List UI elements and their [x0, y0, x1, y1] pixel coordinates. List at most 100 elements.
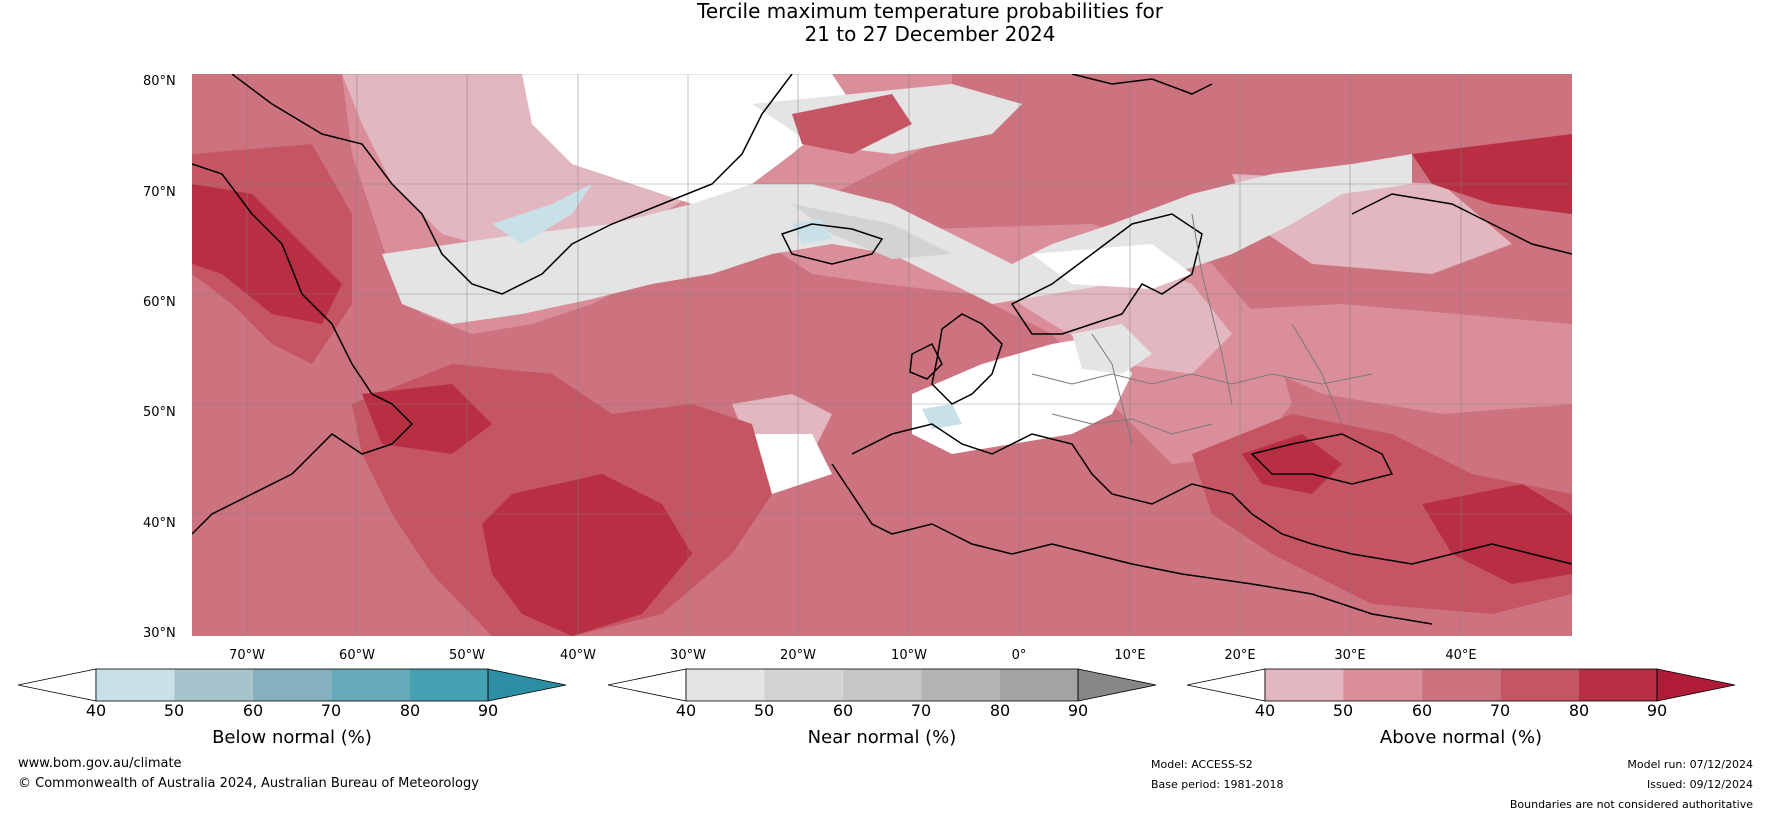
lon-label-30e: 30°E	[1334, 648, 1366, 663]
cbar-near-tick-70: 70	[910, 701, 932, 720]
cbar-near-label: Near normal (%)	[807, 727, 957, 748]
map-title: Tercile maximum temperature probabilitie…	[0, 0, 1770, 46]
region-above-50-60-east	[1152, 304, 1572, 414]
cbar-above-seg-4	[1500, 669, 1579, 701]
region-above-80-90-atlantic-south	[482, 474, 692, 636]
cbar-below-tick-80: 80	[399, 701, 421, 720]
coast-mediterranean-north	[851, 423, 1572, 565]
border-line-1	[1031, 373, 1373, 385]
cbar-near-seg-1	[686, 669, 765, 701]
cbar-below-frame	[95, 668, 489, 702]
coast-north-america	[192, 163, 414, 535]
cbar-above-tick-80: 80	[1568, 701, 1590, 720]
country-borders	[1031, 213, 1373, 445]
lon-label-0: 0°	[1011, 648, 1027, 663]
border-line-4	[1091, 333, 1133, 445]
title-line-1: Tercile maximum temperature probabilitie…	[697, 0, 1163, 23]
border-line-2	[1051, 413, 1213, 435]
cbar-near-tick-50: 50	[753, 701, 775, 720]
border-line-5	[1291, 323, 1343, 425]
coast-russia-arctic	[1351, 193, 1572, 255]
region-below-40-50-greenland	[492, 184, 592, 244]
cbar-near-seg-4	[921, 669, 1000, 701]
probability-map	[192, 74, 1572, 636]
cbar-above-tick-50: 50	[1332, 701, 1354, 720]
coast-north-africa	[831, 463, 1433, 625]
colorbar-below-normal	[18, 668, 567, 702]
cbar-near-seg-3	[842, 669, 922, 701]
region-white-norway-sea	[1032, 244, 1192, 289]
cbar-above-seg-1	[1265, 669, 1344, 701]
border-line-3	[1191, 213, 1233, 405]
cbar-near-seg-5	[999, 669, 1078, 701]
region-above-80-90-middle-east	[1422, 484, 1572, 584]
coast-svalbard	[1071, 74, 1213, 95]
lat-label-70n: 70°N	[143, 185, 176, 200]
cbar-below-tick-60: 60	[242, 701, 264, 720]
lon-label-50w: 50°W	[449, 648, 485, 663]
footer-base-period: Base period: 1981-2018	[1151, 778, 1284, 791]
cbar-below-arrow-low	[18, 668, 97, 702]
region-above-80-90-newfoundland	[362, 384, 492, 454]
cbar-below-seg-4	[331, 669, 410, 701]
cbar-above-arrow-low	[1187, 668, 1266, 702]
coastlines	[192, 74, 1572, 625]
region-white-central-europe	[912, 334, 1132, 454]
map-canvas	[192, 74, 1572, 636]
cbar-near-frame	[685, 668, 1079, 702]
cbar-below-seg-3	[252, 669, 332, 701]
cbar-above-tick-90: 90	[1646, 701, 1668, 720]
cbar-below-tick-50: 50	[163, 701, 185, 720]
lat-label-30n: 30°N	[143, 626, 176, 641]
coast-scandinavia	[1010, 213, 1203, 335]
cbar-near-tick-90: 90	[1067, 701, 1089, 720]
cbar-above-seg-2	[1343, 669, 1422, 701]
cbar-near-tick-60: 60	[832, 701, 854, 720]
coast-greenland	[231, 74, 793, 295]
cbar-below-label: Below normal (%)	[212, 727, 372, 748]
title-line-2: 21 to 27 December 2024	[804, 22, 1056, 46]
cbar-near-tick-40: 40	[675, 701, 697, 720]
footer-model-run: Model run: 07/12/2024	[1627, 758, 1753, 771]
lon-label-10e: 10°E	[1114, 648, 1146, 663]
lon-label-10w: 10°W	[891, 648, 927, 663]
cbar-below-arrow-high	[487, 668, 567, 702]
region-near-40-50-poland	[1072, 324, 1152, 374]
lat-label-50n: 50°N	[143, 405, 176, 420]
colorbar-near-normal	[608, 668, 1157, 702]
cbar-near-seg-2	[764, 669, 843, 701]
cbar-above-tick-70: 70	[1489, 701, 1511, 720]
region-below-40-50-france	[922, 404, 962, 429]
cbar-above-arrow-high	[1656, 668, 1736, 702]
footer-model: Model: ACCESS-S2	[1151, 758, 1253, 771]
cbar-near-arrow-high	[1077, 668, 1157, 702]
lon-label-20w: 20°W	[780, 648, 816, 663]
cbar-below-tick-40: 40	[85, 701, 107, 720]
cbar-above-tick-60: 60	[1411, 701, 1433, 720]
coast-ireland	[909, 342, 943, 380]
footer-disclaimer: Boundaries are not considered authoritat…	[1509, 798, 1753, 811]
lon-label-60w: 60°W	[339, 648, 375, 663]
lat-label-40n: 40°N	[143, 516, 176, 531]
footer-copyright: © Commonwealth of Australia 2024, Austra…	[18, 776, 479, 791]
cbar-below-seg-2	[174, 669, 253, 701]
colorbar-above-normal	[1187, 668, 1736, 702]
coast-black-sea	[1250, 433, 1394, 485]
map-gridlines	[192, 74, 1572, 636]
lat-label-60n: 60°N	[143, 295, 176, 310]
lat-label-80n: 80°N	[143, 74, 176, 89]
lon-label-20e: 20°E	[1224, 648, 1256, 663]
coast-iceland	[780, 223, 884, 265]
region-near-50-60-iceland-north	[792, 204, 952, 259]
region-above-80-90-barents	[1412, 134, 1572, 214]
footer-website-link[interactable]: www.bom.gov.au/climate	[18, 756, 182, 771]
cbar-below-tick-70: 70	[320, 701, 342, 720]
cbar-below-seg-5	[409, 669, 488, 701]
lon-label-40e: 40°E	[1445, 648, 1477, 663]
region-above-80-90-black-sea	[1242, 434, 1342, 494]
cbar-above-seg-3	[1421, 669, 1501, 701]
cbar-near-tick-80: 80	[989, 701, 1011, 720]
cbar-below-seg-1	[96, 669, 175, 701]
cbar-above-label: Above normal (%)	[1379, 727, 1543, 748]
region-above-80-90-labrador	[192, 184, 342, 324]
